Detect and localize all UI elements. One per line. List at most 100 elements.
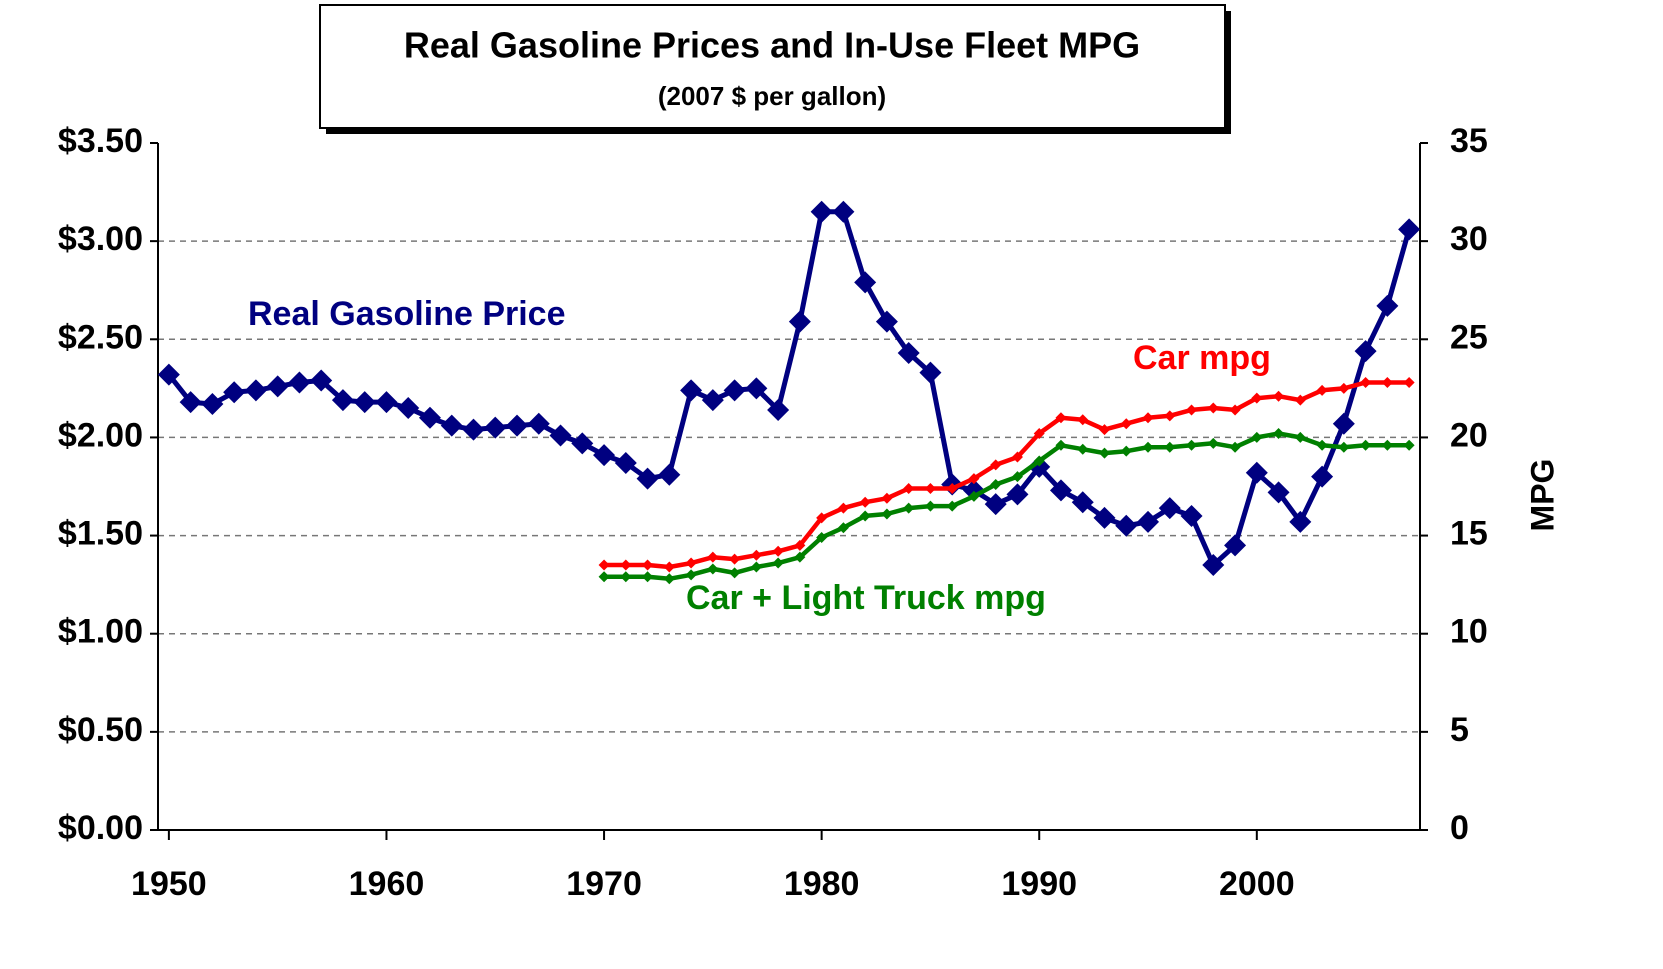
data-point <box>1207 402 1219 414</box>
data-point <box>1055 439 1067 451</box>
data-point <box>636 467 659 490</box>
data-point <box>1251 392 1263 404</box>
y2-axis-label: MPG <box>1524 459 1560 532</box>
data-point <box>642 571 654 583</box>
data-point <box>832 200 855 223</box>
data-point <box>1142 441 1154 453</box>
data-point <box>620 559 632 571</box>
data-point <box>816 512 828 524</box>
data-point <box>1398 218 1421 241</box>
data-point <box>527 412 550 435</box>
data-point <box>707 551 719 563</box>
data-point <box>1294 431 1306 443</box>
data-point <box>990 479 1002 491</box>
data-point <box>1137 510 1160 533</box>
data-point <box>729 553 741 565</box>
data-point <box>897 342 920 365</box>
data-point <box>1186 404 1198 416</box>
data-point <box>859 510 871 522</box>
data-point <box>1142 412 1154 424</box>
data-point <box>1403 376 1415 388</box>
series-label: Car mpg <box>1133 339 1271 377</box>
data-point <box>1338 441 1350 453</box>
data-point <box>946 482 958 494</box>
data-point <box>1229 441 1241 453</box>
data-point <box>1294 394 1306 406</box>
data-point <box>881 508 893 520</box>
data-point <box>990 459 1002 471</box>
y-tick-label: $1.50 <box>58 515 143 553</box>
data-point <box>1381 439 1393 451</box>
data-point <box>353 391 376 414</box>
data-point <box>946 500 958 512</box>
data-point <box>549 424 572 447</box>
data-point <box>1120 445 1132 457</box>
data-point <box>1120 418 1132 430</box>
y2-tick-label: 10 <box>1450 613 1488 651</box>
data-point <box>685 569 697 581</box>
data-point <box>642 559 654 571</box>
data-point <box>598 571 610 583</box>
data-point <box>788 310 811 333</box>
data-point <box>837 502 849 514</box>
data-point <box>157 363 180 386</box>
data-point <box>440 414 463 437</box>
data-point <box>772 557 784 569</box>
data-point <box>685 557 697 569</box>
data-point <box>1251 431 1263 443</box>
data-point <box>331 389 354 412</box>
data-point <box>1311 465 1334 488</box>
series-label: Car + Light Truck mpg <box>686 579 1046 617</box>
data-point <box>1033 428 1045 440</box>
data-point <box>984 493 1007 516</box>
y2-tick-label: 15 <box>1450 515 1488 553</box>
data-point <box>658 463 681 486</box>
data-point <box>571 432 594 455</box>
data-point <box>418 406 441 429</box>
series-line <box>604 380 1410 570</box>
data-point <box>1115 514 1138 537</box>
data-point <box>1028 455 1051 478</box>
y2-tick-label: 30 <box>1450 220 1488 258</box>
data-point <box>1077 414 1089 426</box>
data-point <box>1207 437 1219 449</box>
y2-tick-label: 0 <box>1450 809 1469 847</box>
data-point <box>506 414 529 437</box>
data-point <box>1006 483 1029 506</box>
data-point <box>1033 455 1045 467</box>
data-point <box>1099 424 1110 436</box>
data-point <box>266 375 289 398</box>
x-tick-label: 1980 <box>784 865 860 903</box>
data-point <box>680 379 703 402</box>
x-tick-label: 1970 <box>566 865 642 903</box>
y-tick-label: $3.50 <box>58 122 143 160</box>
chart-title: Real Gasoline Prices and In-Use Fleet MP… <box>404 25 1140 66</box>
data-point <box>1360 439 1372 451</box>
data-point <box>1055 412 1067 424</box>
data-point <box>729 567 741 579</box>
data-point <box>179 391 202 414</box>
y-tick-label: $2.50 <box>58 318 143 356</box>
data-point <box>816 532 828 544</box>
data-point <box>288 371 311 394</box>
y2-tick-label: 35 <box>1450 122 1488 160</box>
data-point <box>1245 461 1268 484</box>
data-point <box>1224 534 1247 557</box>
data-point <box>1093 506 1116 529</box>
data-point <box>919 361 942 384</box>
data-point <box>598 559 610 571</box>
data-point <box>244 379 267 402</box>
data-point <box>1229 404 1241 416</box>
data-point <box>810 200 833 223</box>
data-point <box>903 482 915 494</box>
y-tick-label: $3.00 <box>58 220 143 258</box>
data-point <box>1289 510 1312 533</box>
data-point <box>1164 441 1176 453</box>
data-point <box>1273 428 1285 440</box>
data-point <box>968 473 980 485</box>
data-point <box>701 389 724 412</box>
data-point <box>1376 294 1399 317</box>
data-point <box>1164 410 1176 422</box>
y-tick-label: $0.00 <box>58 809 143 847</box>
